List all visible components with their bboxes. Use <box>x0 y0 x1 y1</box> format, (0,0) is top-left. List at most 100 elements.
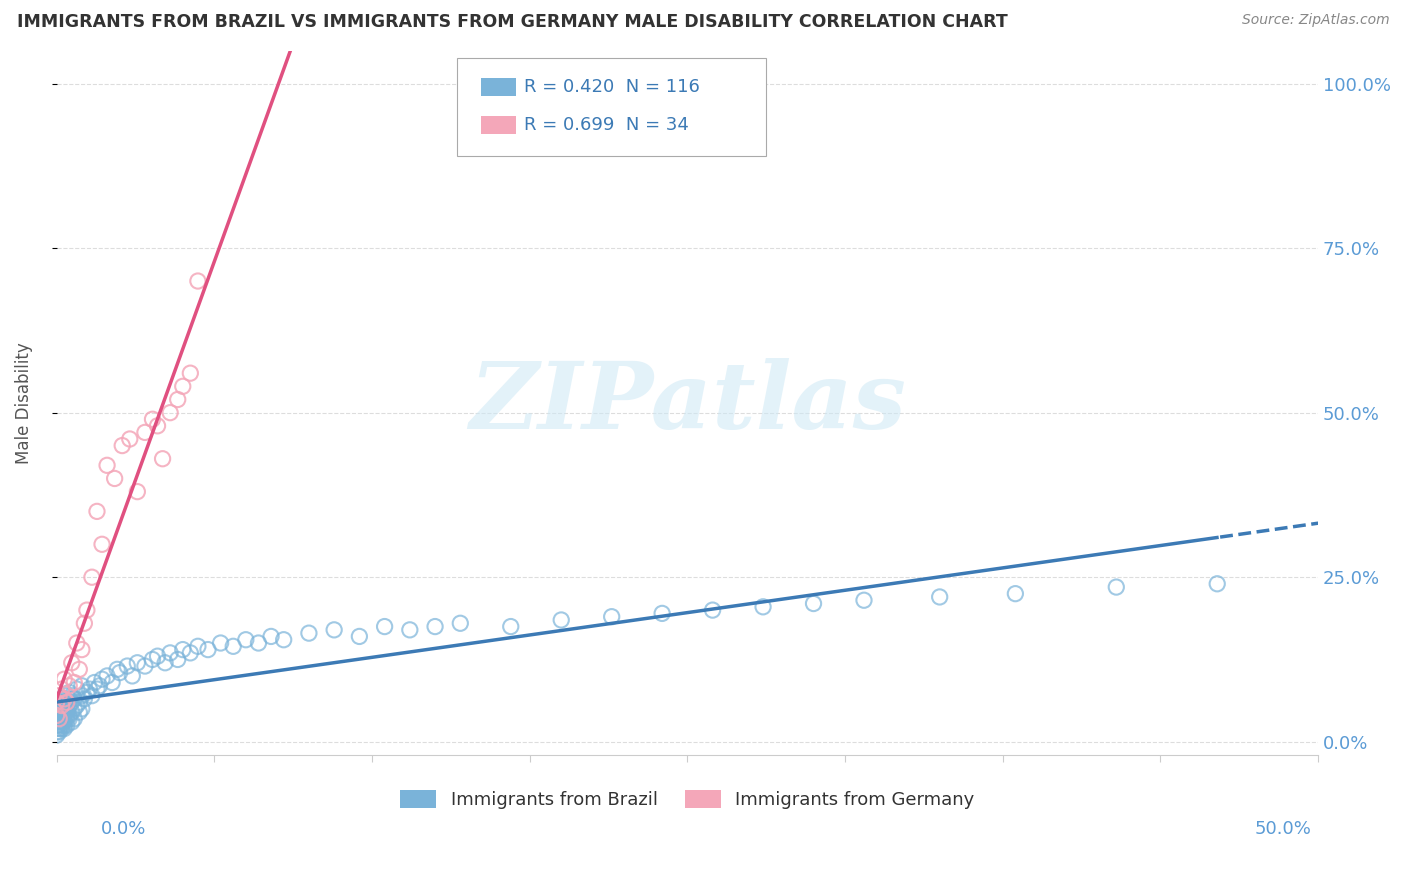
Point <box>58 698 80 713</box>
Point <box>172 642 194 657</box>
Point <box>73 692 96 706</box>
Point <box>928 590 950 604</box>
Point <box>86 682 108 697</box>
Point <box>152 451 174 466</box>
Point <box>146 649 169 664</box>
Point <box>51 705 73 719</box>
Point <box>45 712 67 726</box>
Point <box>53 705 76 719</box>
Point <box>651 607 673 621</box>
Point <box>45 698 67 713</box>
Point <box>76 685 98 699</box>
Point <box>101 675 124 690</box>
Point <box>66 636 89 650</box>
Point <box>51 718 73 732</box>
Point <box>58 679 80 693</box>
Point <box>55 695 77 709</box>
Point <box>91 537 114 551</box>
Point <box>187 274 209 288</box>
Point <box>70 689 93 703</box>
Legend: Immigrants from Brazil, Immigrants from Germany: Immigrants from Brazil, Immigrants from … <box>392 782 981 816</box>
Point <box>91 672 114 686</box>
Point <box>55 705 77 719</box>
Point <box>48 695 70 709</box>
Point <box>398 623 420 637</box>
Point <box>89 679 111 693</box>
Point <box>53 712 76 726</box>
Point <box>55 689 77 703</box>
Point <box>51 708 73 723</box>
Point <box>1206 576 1229 591</box>
Point <box>48 698 70 713</box>
Point <box>67 705 90 719</box>
Point <box>134 659 156 673</box>
Point <box>55 695 77 709</box>
Point <box>53 692 76 706</box>
Point <box>146 418 169 433</box>
Text: Source: ZipAtlas.com: Source: ZipAtlas.com <box>1241 13 1389 28</box>
Text: ZIPatlas: ZIPatlas <box>468 358 905 448</box>
Point <box>298 626 321 640</box>
Point <box>45 695 67 709</box>
Point <box>499 619 522 633</box>
Point <box>1105 580 1128 594</box>
Point <box>79 682 101 697</box>
Point <box>53 692 76 706</box>
Point <box>141 652 163 666</box>
Point <box>60 689 83 703</box>
Point <box>48 724 70 739</box>
Point <box>60 656 83 670</box>
Text: R = 0.699  N = 34: R = 0.699 N = 34 <box>524 116 689 134</box>
Point <box>80 570 103 584</box>
Point <box>48 714 70 729</box>
Point <box>550 613 572 627</box>
Point <box>423 619 446 633</box>
Point <box>58 685 80 699</box>
Point <box>53 708 76 723</box>
Point <box>55 712 77 726</box>
Point <box>48 702 70 716</box>
Point <box>260 629 283 643</box>
Point <box>45 714 67 729</box>
Point <box>48 718 70 732</box>
Point <box>51 712 73 726</box>
Point <box>45 718 67 732</box>
Point <box>45 702 67 716</box>
Point <box>45 708 67 723</box>
Point <box>51 682 73 697</box>
Point <box>51 695 73 709</box>
Text: IMMIGRANTS FROM BRAZIL VS IMMIGRANTS FROM GERMANY MALE DISABILITY CORRELATION CH: IMMIGRANTS FROM BRAZIL VS IMMIGRANTS FRO… <box>17 13 1008 31</box>
Point <box>141 412 163 426</box>
Point <box>83 675 105 690</box>
Point <box>197 642 219 657</box>
Point <box>53 672 76 686</box>
Point <box>86 504 108 518</box>
Point <box>374 619 396 633</box>
Point <box>48 712 70 726</box>
Point <box>58 692 80 706</box>
Point <box>60 695 83 709</box>
Point <box>702 603 724 617</box>
Point <box>58 708 80 723</box>
Point <box>45 705 67 719</box>
Point <box>803 597 825 611</box>
Point <box>153 656 176 670</box>
Point <box>752 599 775 614</box>
Point <box>73 616 96 631</box>
Point <box>134 425 156 440</box>
Point <box>104 471 127 485</box>
Point <box>45 708 67 723</box>
Point <box>53 695 76 709</box>
Point <box>247 636 270 650</box>
Point <box>48 689 70 703</box>
Point <box>45 722 67 736</box>
Point <box>51 698 73 713</box>
Point <box>166 652 188 666</box>
Point <box>172 379 194 393</box>
Point <box>63 702 86 716</box>
Point <box>111 439 134 453</box>
Point <box>179 646 201 660</box>
Point <box>55 702 77 716</box>
Y-axis label: Male Disability: Male Disability <box>15 342 32 464</box>
Point <box>48 705 70 719</box>
